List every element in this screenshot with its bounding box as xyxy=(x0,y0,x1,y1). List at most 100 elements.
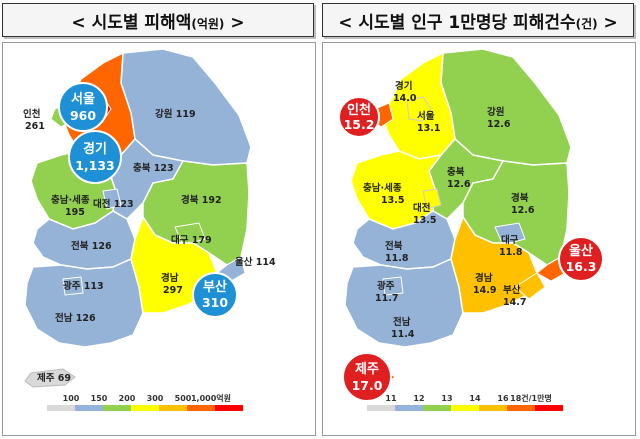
chungnam-name: 충남·세종 xyxy=(363,182,402,194)
panel-title: < 시도별 피해액(억원) > xyxy=(71,12,245,33)
gangwon-label: 강원 119 xyxy=(155,108,196,120)
legend-swatch xyxy=(507,405,535,411)
svg-text:인천: 인천 xyxy=(347,102,371,118)
legend: 11 12 13 14 16 18건/1만명 xyxy=(367,393,563,411)
jeonnam-label: 전남 126 xyxy=(55,312,96,324)
gyeongbuk-label: 경북 192 xyxy=(181,194,222,206)
panel-title: < 시도별 인구 1만명당 피해건수(건) > xyxy=(338,12,618,33)
panel-title-box: < 시도별 인구 1만명당 피해건수(건) > xyxy=(322,3,634,37)
incheon-name: 인천 xyxy=(23,109,40,120)
gwangju-label: 광주 113 xyxy=(63,280,104,292)
ulsan-bubble: 울산 16.3 xyxy=(558,236,604,282)
legend-label: 18건/1만명 xyxy=(510,393,552,403)
region-daejeon xyxy=(422,188,442,210)
svg-text:부산: 부산 xyxy=(203,279,227,295)
panel-title-box: < 시도별 피해액(억원) > xyxy=(2,3,314,37)
chungbuk-name: 충북 xyxy=(447,166,465,178)
svg-text:16.3: 16.3 xyxy=(566,259,597,274)
region-jeonnam xyxy=(24,257,144,348)
legend-label: 16 xyxy=(497,394,509,403)
region-jeonnam xyxy=(344,257,464,348)
gyeongnam-value: 297 xyxy=(163,285,183,296)
svg-text:울산: 울산 xyxy=(569,243,593,259)
svg-text:1,133: 1,133 xyxy=(75,158,115,173)
damage-count-panel: < 시도별 인구 1만명당 피해건수(건) > xyxy=(322,0,638,439)
busan-bubble: 부산 310 xyxy=(192,272,238,318)
region-daegu xyxy=(494,222,526,246)
legend-swatch xyxy=(395,405,423,411)
jeju-bubble: 제주 17.0 xyxy=(342,352,392,402)
legend-swatch xyxy=(103,405,131,411)
legend-label: 14 xyxy=(469,394,481,403)
region-jeju xyxy=(24,368,76,388)
seoul-bubble: 서울 960 xyxy=(58,82,108,132)
legend-swatch xyxy=(423,405,451,411)
legend-swatch xyxy=(479,405,507,411)
daejeon-name: 대전 xyxy=(413,202,430,214)
gyeongnam-value: 14.9 xyxy=(473,285,496,296)
svg-text:제주: 제주 xyxy=(355,362,379,377)
gwangju-name: 광주 xyxy=(377,280,395,292)
gangwon-value: 12.6 xyxy=(487,119,511,130)
legend-swatch xyxy=(367,405,395,411)
region-daejeon xyxy=(102,188,122,210)
korea-map: 경기 14.0 서울 13.1 강원 12.6 충북 12.6 충남·세종 13… xyxy=(338,48,604,411)
region-gwangju xyxy=(62,276,84,296)
map-frame: 인천 261 강원 119 충북 123 충남·세종 195 대전 123 경북… xyxy=(2,42,316,436)
legend-swatch xyxy=(451,405,479,411)
svg-text:960: 960 xyxy=(70,108,96,123)
legend-swatch xyxy=(535,405,563,411)
legend-label: 11 xyxy=(385,394,397,403)
daejeon-value: 13.5 xyxy=(413,215,436,226)
jeonnam-value: 11.4 xyxy=(391,329,415,340)
svg-text:17.0: 17.0 xyxy=(352,378,383,393)
gwangju-value: 11.7 xyxy=(375,293,398,304)
legend-label: 150 xyxy=(91,394,108,403)
legend-label: 100 xyxy=(63,394,80,403)
gyeonggi-name: 경기 xyxy=(395,80,412,92)
map-frame: 경기 14.0 서울 13.1 강원 12.6 충북 12.6 충남·세종 13… xyxy=(322,42,636,436)
seoul-name: 서울 xyxy=(417,110,435,122)
svg-text:경기: 경기 xyxy=(83,141,107,157)
chungbuk-value: 12.6 xyxy=(447,179,471,190)
svg-text:서울: 서울 xyxy=(71,91,95,107)
legend-swatch xyxy=(215,405,243,411)
legend-label: 200 xyxy=(119,394,136,403)
daegu-name: 대구 xyxy=(501,234,519,246)
daejeon-label: 대전 123 xyxy=(93,198,134,210)
region-gyeongnam xyxy=(450,215,538,314)
legend-label: 500 xyxy=(175,394,192,403)
gyeonggi-value: 14.0 xyxy=(393,93,417,104)
legend-label: 12 xyxy=(413,394,424,403)
korea-map: 인천 261 강원 119 충북 123 충남·세종 195 대전 123 경북… xyxy=(23,48,276,411)
jeonnam-name: 전남 xyxy=(393,316,411,328)
region-seoul xyxy=(406,96,432,122)
chungnam-value: 13.5 xyxy=(381,195,404,206)
chungnam-value: 195 xyxy=(65,207,85,218)
gyeongbuk-value: 12.6 xyxy=(511,205,535,216)
gyeongbuk-name: 경북 xyxy=(511,192,529,204)
incheon-bubble: 인천 15.2 xyxy=(338,96,380,138)
region-gwangju xyxy=(382,276,404,296)
incheon-value: 261 xyxy=(25,121,45,132)
legend-label: 300 xyxy=(147,394,164,403)
gyeongnam-name: 경남 xyxy=(161,272,179,284)
jeonbuk-label: 전북 126 xyxy=(71,240,112,252)
jeonbuk-name: 전북 xyxy=(385,240,403,252)
legend-swatch xyxy=(159,405,187,411)
jeonbuk-value: 11.8 xyxy=(385,253,409,264)
busan-value: 14.7 xyxy=(503,297,526,308)
chungbuk-label: 충북 123 xyxy=(133,162,174,174)
damage-amount-panel: < 시도별 피해액(억원) > xyxy=(2,0,318,439)
gyeonggi-bubble: 경기 1,133 xyxy=(68,130,122,184)
daegu-value: 11.8 xyxy=(499,247,523,258)
legend-swatch xyxy=(47,405,75,411)
daegu-label: 대구 179 xyxy=(171,234,212,246)
busan-name: 부산 xyxy=(503,284,521,296)
svg-text:310: 310 xyxy=(202,295,228,310)
region-busan xyxy=(514,272,546,300)
region-daegu xyxy=(174,222,206,246)
seoul-value: 13.1 xyxy=(417,123,440,134)
gyeongnam-name: 경남 xyxy=(475,272,493,284)
jeju-label: 제주 69 xyxy=(37,372,71,384)
